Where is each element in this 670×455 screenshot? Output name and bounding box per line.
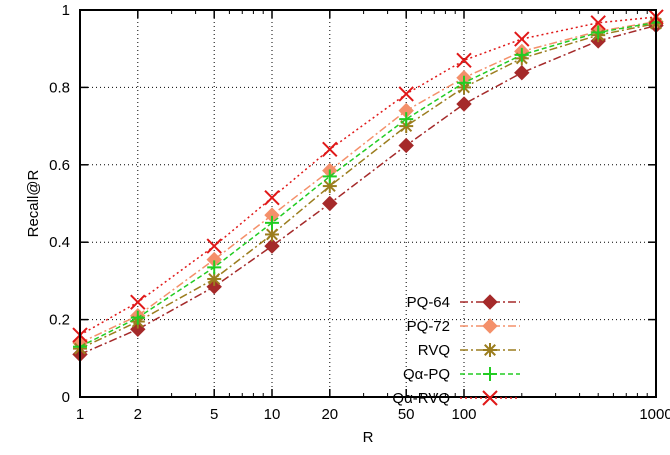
series-2-point — [322, 179, 337, 194]
series-0-point — [264, 238, 280, 254]
legend-label: Qα-RVQ — [392, 390, 450, 407]
series-0-point — [514, 64, 530, 81]
plot-frame — [79, 9, 657, 398]
series-0-point — [456, 96, 472, 112]
series-4-point — [206, 238, 222, 254]
legend-item: PQ-72 — [407, 318, 520, 335]
series-3 — [73, 15, 663, 354]
series-4-point — [130, 294, 146, 310]
series-2-point — [207, 271, 222, 286]
grid — [80, 10, 656, 397]
legend-item: Qα-RVQ — [392, 390, 520, 407]
series-4-point — [398, 86, 414, 102]
y-tick-label: 0.4 — [49, 234, 70, 251]
series-4-line — [79, 16, 657, 336]
series-1-line — [79, 20, 657, 344]
legend-item: RVQ — [418, 342, 520, 359]
x-tick-label: 2 — [134, 406, 142, 423]
x-tick-label: 5 — [210, 406, 218, 423]
series-3-point — [457, 75, 471, 90]
series-4-point — [590, 15, 606, 31]
y-tick-label: 0.2 — [49, 312, 70, 329]
x-axis-label: R — [363, 429, 374, 446]
series-3-point — [130, 310, 145, 325]
series-4-point — [264, 189, 280, 206]
series-3-point — [591, 25, 606, 40]
y-axis-label: Recall@R — [25, 169, 42, 237]
y-tick-label: 0.6 — [49, 157, 70, 174]
x-tick-label: 50 — [398, 406, 415, 423]
series-4-point — [456, 52, 472, 69]
x-tick-label: 1000 — [639, 406, 670, 423]
legend-swatch-marker — [482, 294, 498, 310]
series-1 — [72, 13, 664, 351]
series-2 — [73, 16, 663, 356]
series-0-line — [79, 24, 657, 356]
x-tick-label: 10 — [264, 406, 281, 423]
series-0 — [72, 17, 664, 363]
series-layer — [72, 9, 664, 363]
series-3-point — [399, 112, 414, 127]
series-4-point — [514, 31, 530, 47]
legend-label: PQ-72 — [407, 318, 450, 335]
legend-swatch-marker — [483, 343, 497, 357]
x-tick-label: 1 — [76, 406, 84, 423]
legend-label: Qα-PQ — [403, 366, 450, 383]
series-3-point — [207, 260, 222, 275]
legend-item: Qα-PQ — [403, 366, 520, 383]
series-2-line — [79, 22, 657, 350]
legend-label: RVQ — [418, 342, 450, 359]
legend-swatch-marker — [483, 367, 497, 381]
series-0-point — [398, 137, 414, 154]
series-4 — [72, 9, 664, 343]
x-tick-label: 20 — [321, 406, 338, 423]
x-tick-label: 100 — [451, 406, 476, 423]
ticks: 1 2 5 10 20 50 100 1000 0 0.2 0.4 0.6 0.8 1 — [49, 2, 670, 423]
y-tick-label: 1 — [62, 2, 70, 19]
series-4-point — [322, 141, 338, 158]
series-0-point — [322, 195, 338, 212]
legend: PQ-64 PQ-72 RVQ Qα-PQ Qα-RVQ — [392, 294, 520, 407]
legend-swatch-marker — [482, 318, 498, 334]
series-3-point — [514, 47, 529, 62]
legend-item: PQ-64 — [407, 294, 520, 311]
series-3-point — [322, 169, 337, 184]
series-3-line — [79, 21, 657, 348]
y-tick-label: 0.8 — [49, 79, 70, 96]
series-3-point — [265, 215, 279, 230]
y-tick-label: 0 — [62, 389, 70, 406]
legend-swatch-marker — [482, 390, 498, 406]
legend-label: PQ-64 — [407, 294, 450, 311]
